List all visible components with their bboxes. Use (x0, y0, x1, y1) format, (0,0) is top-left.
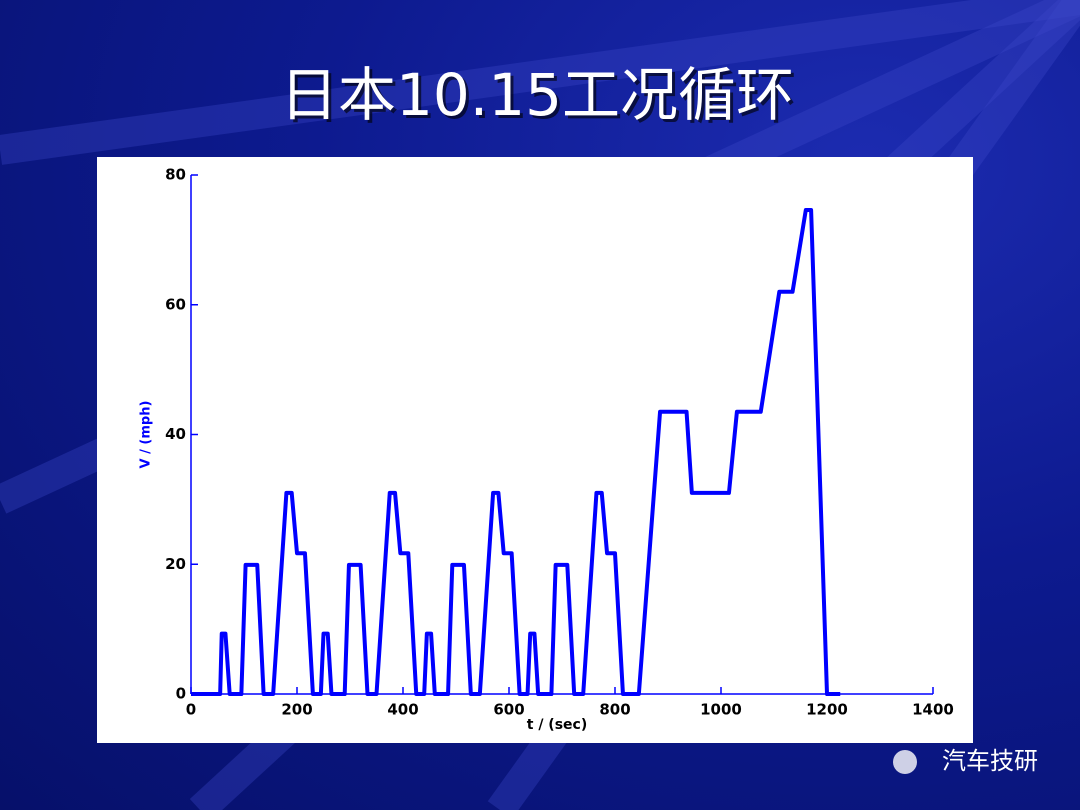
watermark-icon (893, 750, 917, 774)
title-shadow: 日本10.15工况循环 (283, 64, 797, 132)
x-tick-label: 0 (186, 701, 196, 719)
x-tick-label: 600 (493, 701, 524, 719)
speed-line (191, 208, 841, 696)
ray (0, 0, 1080, 165)
x-tick-label: 400 (387, 701, 418, 719)
x-tick-label: 1400 (912, 701, 954, 719)
y-axis-label: V / (mph) (139, 401, 154, 469)
y-tick-label: 60 (165, 295, 186, 313)
x-tick-label: 200 (281, 701, 312, 719)
x-tick-label: 800 (599, 701, 630, 719)
watermark: 汽车技研 (942, 747, 1038, 775)
x-axis-label: t / (sec) (527, 717, 587, 733)
y-tick-label: 20 (165, 555, 186, 573)
chart-title: 日本10.15工况循环 (280, 61, 794, 129)
y-tick-label: 40 (165, 425, 186, 443)
x-tick-label: 1200 (806, 701, 848, 719)
y-tick-label: 80 (165, 166, 186, 184)
y-tick-label: 0 (176, 685, 186, 703)
x-tick-label: 1000 (700, 701, 742, 719)
